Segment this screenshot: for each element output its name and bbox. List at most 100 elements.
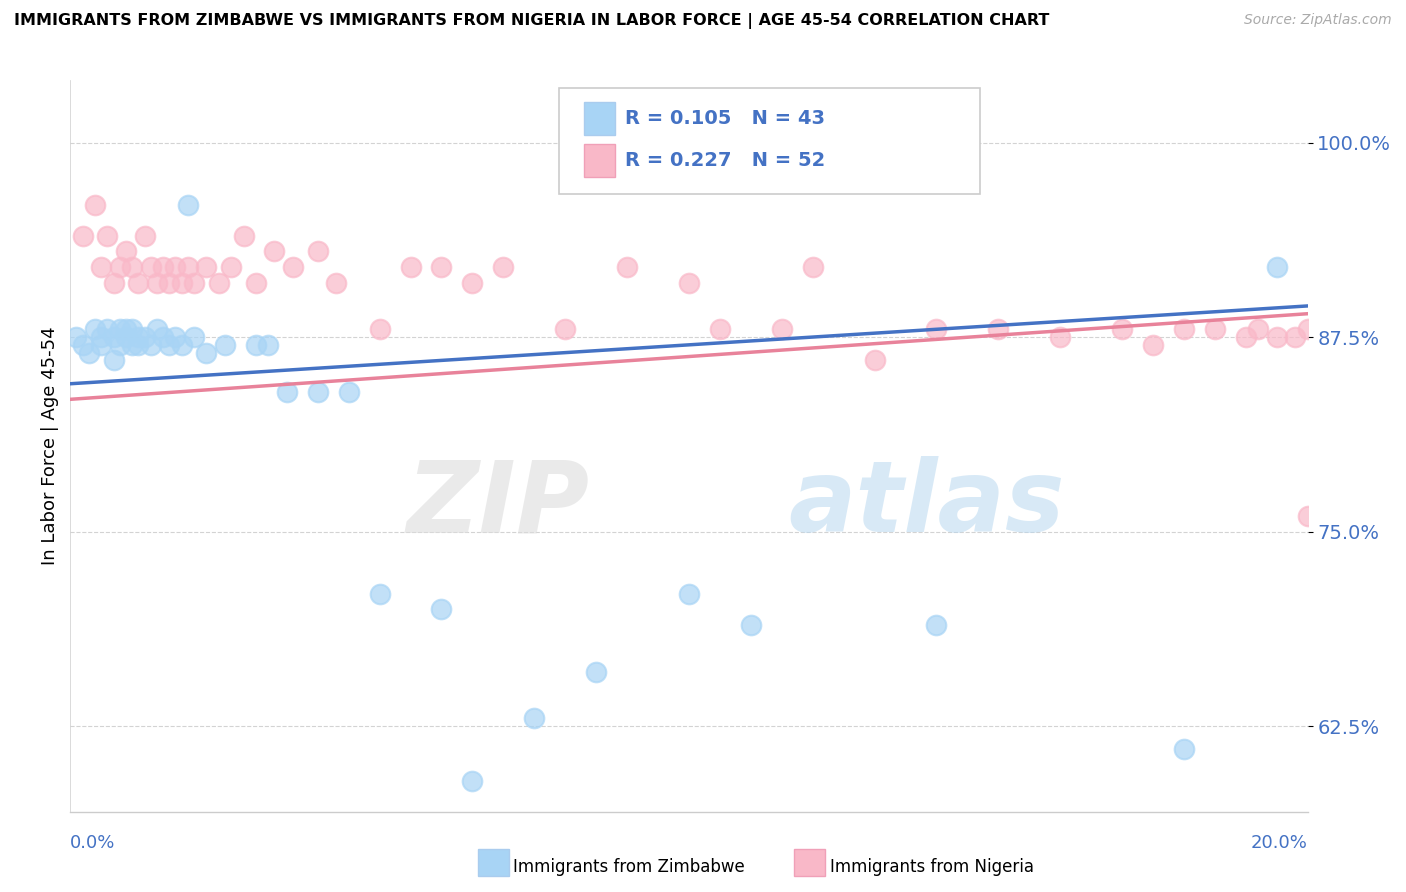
Y-axis label: In Labor Force | Age 45-54: In Labor Force | Age 45-54 xyxy=(41,326,59,566)
Point xyxy=(177,198,200,212)
Point xyxy=(430,602,453,616)
Point xyxy=(399,260,422,274)
Point xyxy=(115,244,138,259)
Point xyxy=(325,276,347,290)
Point xyxy=(152,260,174,274)
Point xyxy=(523,711,546,725)
Point xyxy=(115,322,138,336)
Point xyxy=(461,773,484,788)
Point xyxy=(127,338,149,352)
Point xyxy=(678,587,700,601)
Point xyxy=(84,198,107,212)
Point xyxy=(90,330,112,344)
Point xyxy=(709,322,731,336)
Point xyxy=(1173,742,1195,756)
Point xyxy=(307,384,329,399)
Point xyxy=(307,244,329,259)
Text: Source: ZipAtlas.com: Source: ZipAtlas.com xyxy=(1244,13,1392,28)
Point xyxy=(195,260,218,274)
Point xyxy=(740,618,762,632)
Point xyxy=(134,330,156,344)
Text: Immigrants from Nigeria: Immigrants from Nigeria xyxy=(830,858,1033,876)
Point xyxy=(461,276,484,290)
Point xyxy=(183,330,205,344)
Point xyxy=(368,322,391,336)
Point xyxy=(90,338,112,352)
Point xyxy=(157,276,180,290)
Point xyxy=(77,345,100,359)
Point xyxy=(1265,330,1288,344)
Point xyxy=(103,330,125,344)
Point xyxy=(121,260,143,274)
Point xyxy=(1234,330,1257,344)
Point xyxy=(157,338,180,352)
Point xyxy=(219,260,242,274)
Point xyxy=(1111,322,1133,336)
Point xyxy=(678,276,700,290)
Point xyxy=(430,260,453,274)
Point xyxy=(801,260,824,274)
Point xyxy=(1049,330,1071,344)
Point xyxy=(146,322,169,336)
Text: IMMIGRANTS FROM ZIMBABWE VS IMMIGRANTS FROM NIGERIA IN LABOR FORCE | AGE 45-54 C: IMMIGRANTS FROM ZIMBABWE VS IMMIGRANTS F… xyxy=(14,13,1049,29)
Point xyxy=(1296,509,1319,524)
Point xyxy=(863,353,886,368)
Point xyxy=(134,228,156,243)
Point xyxy=(492,260,515,274)
Point xyxy=(139,338,162,352)
Point xyxy=(1204,322,1226,336)
Point xyxy=(245,276,267,290)
Text: ZIP: ZIP xyxy=(406,456,591,553)
Point xyxy=(1284,330,1306,344)
Point xyxy=(770,322,793,336)
Point xyxy=(368,587,391,601)
Point xyxy=(987,322,1010,336)
Point xyxy=(115,330,138,344)
Point xyxy=(170,338,193,352)
Point xyxy=(165,330,187,344)
Point xyxy=(146,276,169,290)
Point xyxy=(121,322,143,336)
Point xyxy=(214,338,236,352)
Text: R = 0.227   N = 52: R = 0.227 N = 52 xyxy=(624,152,825,170)
Point xyxy=(616,260,638,274)
Text: R = 0.105   N = 43: R = 0.105 N = 43 xyxy=(624,109,824,128)
Point xyxy=(554,322,576,336)
Point xyxy=(127,330,149,344)
FancyBboxPatch shape xyxy=(583,144,614,177)
Point xyxy=(72,338,94,352)
Point xyxy=(108,260,131,274)
Point xyxy=(96,322,118,336)
Point xyxy=(263,244,285,259)
Point xyxy=(108,322,131,336)
Point xyxy=(925,322,948,336)
Point xyxy=(337,384,360,399)
Point xyxy=(245,338,267,352)
Point xyxy=(925,618,948,632)
Point xyxy=(84,322,107,336)
Point xyxy=(276,384,298,399)
Point xyxy=(1296,322,1319,336)
Point xyxy=(232,228,254,243)
Point xyxy=(1142,338,1164,352)
Point xyxy=(183,276,205,290)
Point xyxy=(127,276,149,290)
Point xyxy=(1265,260,1288,274)
Point xyxy=(103,353,125,368)
Point xyxy=(208,276,231,290)
FancyBboxPatch shape xyxy=(583,103,614,136)
Point xyxy=(170,276,193,290)
Point xyxy=(152,330,174,344)
Point xyxy=(165,260,187,274)
Point xyxy=(139,260,162,274)
Point xyxy=(257,338,280,352)
Point xyxy=(195,345,218,359)
Point xyxy=(177,260,200,274)
FancyBboxPatch shape xyxy=(560,87,980,194)
Point xyxy=(65,330,87,344)
Point xyxy=(1173,322,1195,336)
Text: 0.0%: 0.0% xyxy=(70,834,115,852)
Point xyxy=(90,260,112,274)
Point xyxy=(72,228,94,243)
Point xyxy=(1247,322,1270,336)
